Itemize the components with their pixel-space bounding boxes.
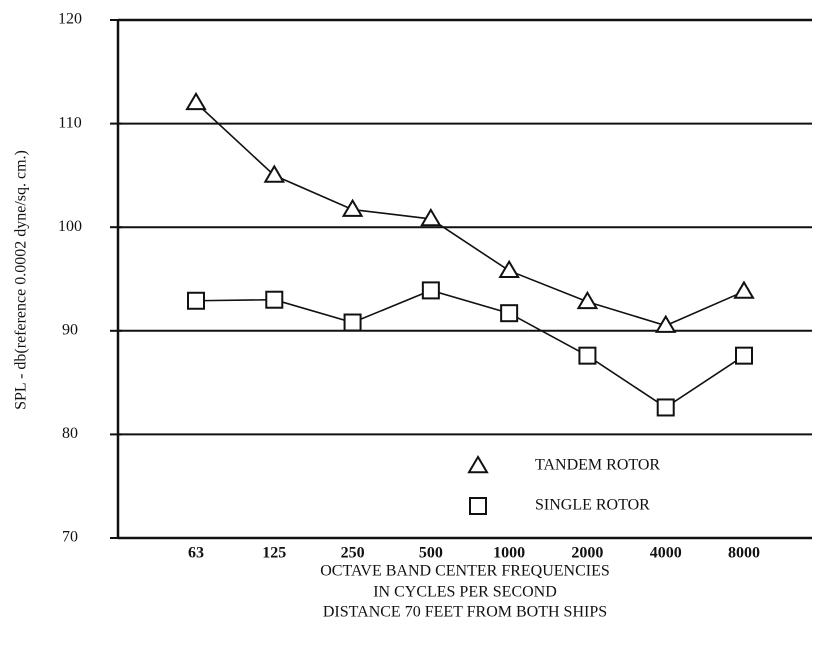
x-tick-label: 1000 xyxy=(493,545,525,562)
legend-label: TANDEM ROTOR xyxy=(535,457,660,474)
x-tick-label: 8000 xyxy=(728,545,760,562)
point xyxy=(733,280,755,299)
point xyxy=(654,314,677,333)
point xyxy=(185,91,207,111)
point xyxy=(500,304,519,323)
point xyxy=(576,290,599,310)
point xyxy=(187,291,205,310)
point xyxy=(343,313,362,332)
legend-marker xyxy=(467,455,489,474)
point xyxy=(421,281,440,300)
point xyxy=(735,346,753,365)
x-axis-label: IN CYCLES PER SECOND xyxy=(373,584,557,601)
legend-label: SINGLE ROTOR xyxy=(535,497,650,514)
x-axis-label: DISTANCE 70 FEET FROM BOTH SHIPS xyxy=(323,604,607,621)
point xyxy=(420,207,442,227)
legend-marker xyxy=(469,497,487,515)
point xyxy=(265,290,284,309)
y-tick-label: 70 xyxy=(62,529,78,546)
x-tick-label: 2000 xyxy=(571,545,603,562)
point xyxy=(578,346,597,365)
point xyxy=(341,198,364,217)
x-axis-label: OCTAVE BAND CENTER FREQUENCIES xyxy=(320,563,610,580)
point xyxy=(263,164,286,183)
x-tick-label: 500 xyxy=(419,545,443,562)
point xyxy=(498,259,520,279)
y-tick-label: 110 xyxy=(58,114,81,131)
series-line xyxy=(195,289,745,409)
x-tick-label: 4000 xyxy=(650,545,682,562)
y-tick-label: 120 xyxy=(58,11,82,28)
x-tick-label: 250 xyxy=(341,545,365,562)
y-tick-label: 90 xyxy=(62,321,78,338)
y-axis-label: SPL - db(reference 0.0002 dyne/sq. cm.) xyxy=(13,150,30,410)
y-tick-label: 100 xyxy=(58,218,82,235)
point xyxy=(656,398,675,417)
series-line xyxy=(195,102,745,327)
x-tick-label: 125 xyxy=(262,545,286,562)
y-tick-label: 80 xyxy=(62,425,78,442)
x-tick-label: 63 xyxy=(188,545,204,562)
